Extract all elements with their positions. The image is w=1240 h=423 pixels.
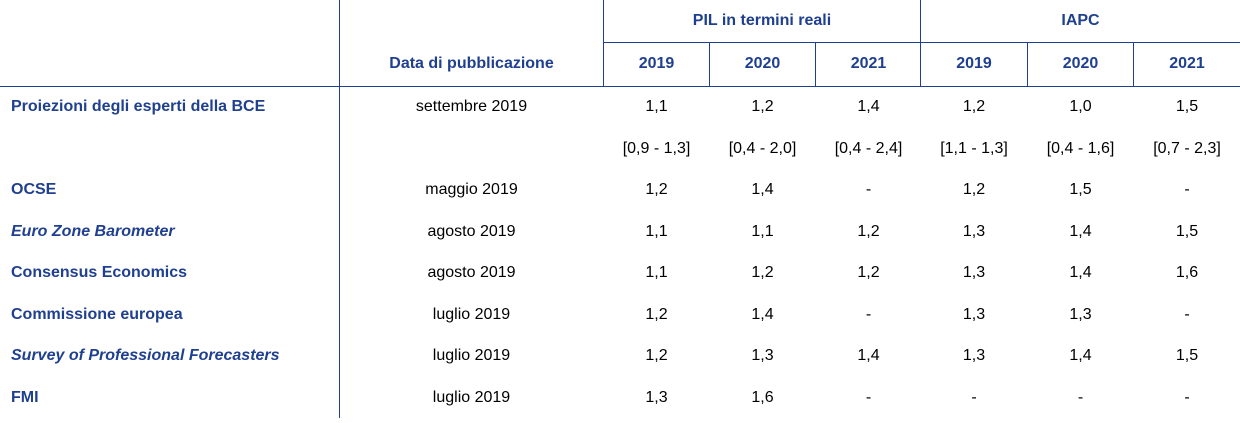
source-label: Survey of Professional Forecasters [11,347,280,364]
divider-year [709,43,710,86]
gdp-value-cell: 1,4 [751,181,774,198]
year-header: 2020 [744,55,781,72]
publication-date: luglio 2019 [432,347,511,364]
publication-date: luglio 2019 [432,389,511,406]
publication-date: maggio 2019 [425,181,518,198]
hicp-value-cell: 1,2 [962,181,986,198]
hicp-value-cell: 1,4 [1069,264,1092,281]
hicp-value-cell: 1,4 [1069,223,1092,240]
hicp-value-cell: 1,5 [1175,347,1199,364]
gdp-value-cell: 1,3 [751,347,774,364]
hicp-value-cell: - [1184,306,1190,323]
source-label: OCSE [11,181,57,198]
hicp-value-cell: [1,1 - 1,3] [940,140,1008,157]
group-header-gdp: PIL in termini reali [692,12,832,29]
gdp-value-cell: [0,9 - 1,3] [622,140,691,157]
hicp-value-cell: - [1184,389,1190,406]
source-label: Proiezioni degli esperti della BCE [11,98,266,115]
source-label: Euro Zone Barometer [11,223,175,240]
gdp-value-cell: 1,4 [857,347,880,364]
gdp-value-cell: 1,1 [751,223,774,240]
gdp-value-cell: 1,1 [645,98,668,115]
divider-source-column [339,0,340,418]
divider-hicp-group [920,0,921,86]
hicp-value-cell: 1,5 [1175,223,1199,240]
gdp-value-cell: 1,2 [645,306,668,323]
group-header-hicp: IAPC [1061,12,1100,29]
gdp-value-cell: 1,4 [751,306,774,323]
gdp-value-cell: 1,3 [645,389,668,406]
divider-group-years [603,42,1240,43]
source-label: Commissione europea [11,306,183,323]
source-label: Consensus Economics [11,264,188,281]
gdp-value-cell: - [865,181,872,198]
hicp-value-cell: 1,5 [1069,181,1092,198]
gdp-value-cell: 1,6 [751,389,774,406]
divider-year [1133,43,1134,86]
hicp-value-cell: 1,0 [1069,98,1092,115]
gdp-value-cell: [0,4 - 2,4] [834,140,903,157]
hicp-value-cell: 1,4 [1069,347,1092,364]
publication-date: agosto 2019 [427,223,516,240]
gdp-value-cell: 1,2 [645,181,668,198]
source-label: FMI [11,389,39,406]
publication-date: agosto 2019 [427,264,516,281]
publication-date: settembre 2019 [415,98,528,115]
hicp-value-cell: 1,3 [962,264,986,281]
divider-gdp-group [603,0,604,86]
hicp-value-cell: [0,4 - 1,6] [1046,140,1115,157]
hicp-value-cell: - [971,389,977,406]
gdp-value-cell: - [865,306,872,323]
gdp-value-cell: 1,1 [645,223,668,240]
year-header: 2021 [850,55,887,72]
gdp-value-cell: [0,4 - 2,0] [728,140,797,157]
divider-year [1027,43,1028,86]
gdp-value-cell: 1,2 [857,223,880,240]
gdp-value-cell: 1,4 [857,98,880,115]
hicp-value-cell: 1,3 [962,306,986,323]
hicp-value-cell: 1,5 [1175,98,1199,115]
gdp-value-cell: 1,2 [857,264,880,281]
hicp-value-cell: 1,3 [962,223,986,240]
gdp-value-cell: 1,2 [751,98,774,115]
year-header: 2021 [1169,55,1205,72]
hicp-value-cell: - [1077,389,1084,406]
divider-year [815,43,816,86]
hicp-value-cell: - [1184,181,1190,198]
hicp-value-cell: 1,6 [1175,264,1199,281]
hicp-value-cell: 1,3 [1069,306,1092,323]
gdp-value-cell: 1,2 [751,264,774,281]
gdp-value-cell: - [865,389,872,406]
hicp-value-cell: 1,3 [962,347,986,364]
hicp-value-cell: [0,7 - 2,3] [1153,140,1221,157]
gdp-value-cell: 1,2 [645,347,668,364]
hicp-value-cell: 1,2 [962,98,986,115]
pub-date-header: Data di pubblicazione [389,55,554,72]
publication-date: luglio 2019 [432,306,511,323]
year-header: 2019 [638,55,675,72]
gdp-value-cell: 1,1 [645,264,668,281]
divider-header-bottom [0,86,1240,87]
year-header: 2019 [956,55,992,72]
year-header: 2020 [1062,55,1099,72]
